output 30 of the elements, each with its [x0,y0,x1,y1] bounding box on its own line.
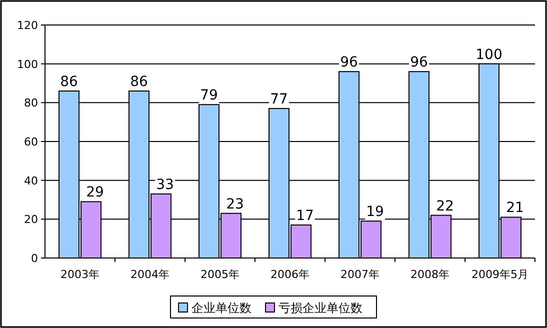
data-label: 100 [476,46,502,63]
x-tick-label: 2005年 [200,268,240,281]
x-tick-label: 2003年 [60,268,100,281]
data-label: 23 [226,196,244,212]
x-tick-label: 2008年 [410,268,450,281]
data-label: 96 [410,54,428,71]
legend-label: 亏损企业单位数 [278,301,362,315]
data-label: 19 [366,204,384,220]
legend-label: 企业单位数 [192,301,252,315]
data-label: 96 [340,54,358,71]
x-tick-label: 2004年 [130,268,170,281]
y-tick-label: 20 [24,213,38,226]
y-tick-label: 80 [24,96,38,110]
y-tick-label: 40 [24,174,38,188]
x-tick-label: 2009年5月 [472,268,528,281]
data-label: 33 [156,176,174,193]
y-tick-label: 120 [17,19,38,32]
x-tick-label: 2006年 [270,268,310,281]
x-tick-label: 2007年 [340,268,380,281]
data-label: 86 [60,74,78,90]
data-label: 79 [200,88,218,104]
data-label: 77 [270,91,288,108]
data-label: 29 [86,184,104,201]
y-tick-label: 0 [31,252,38,265]
y-tick-label: 100 [17,58,38,71]
data-label: 17 [296,208,314,224]
y-tick-label: 60 [24,136,38,148]
data-label: 22 [436,198,454,214]
data-label: 86 [130,74,148,90]
data-label: 21 [506,200,524,216]
